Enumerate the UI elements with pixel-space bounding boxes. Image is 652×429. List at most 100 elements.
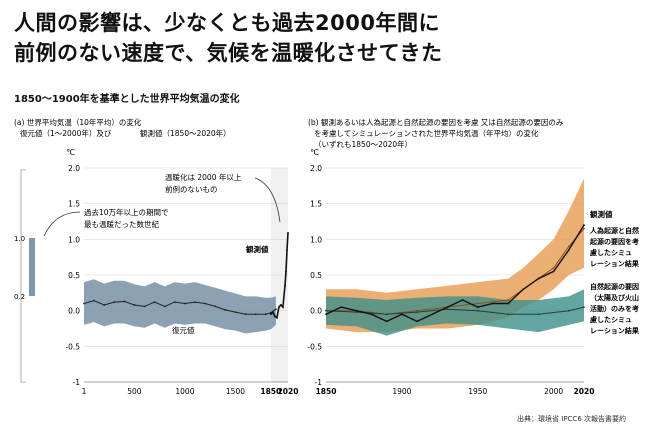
natural-only-sim-point: [446, 308, 449, 311]
reconstruction-point: [274, 308, 277, 311]
panel-b-label-2: を考慮してシミュレーションされた世界平均気温（年平均）の変化: [314, 128, 539, 138]
reconstruction-point: [184, 302, 186, 305]
legend-human-1: 人為起源と自然: [590, 226, 639, 235]
annotation-past-2: 最も温暖だった数世紀: [84, 219, 159, 229]
y-tick-label: 1.5: [310, 200, 322, 209]
natural-only-sim-point: [416, 311, 418, 313]
legend-nat-4: 慮したシミュ: [590, 315, 632, 324]
observed-b-point: [400, 313, 403, 316]
title-line-1: 人間の影響は、少なくとも過去2000年間に: [14, 11, 440, 35]
human-natural-sim-point: [507, 299, 510, 301]
side-range-bottom: 0.2: [14, 293, 25, 301]
x-tick-label: 1950: [468, 387, 487, 396]
y-tick-label: 2.0: [310, 164, 322, 173]
natural-only-sim-point: [325, 309, 327, 312]
observed-a-point: [286, 249, 288, 251]
y-tick-label: 1.0: [310, 235, 322, 244]
observed-b-point: [431, 313, 434, 316]
reconstruction-point: [123, 300, 126, 303]
reconstruction-band: [84, 279, 276, 334]
y-tick-label: -1: [315, 378, 323, 387]
y-tick-label: 1.0: [68, 235, 80, 244]
reconstruction-point: [113, 301, 116, 304]
legend-human-2: 起源の要因を考: [589, 237, 639, 246]
reconstruction-point: [214, 305, 217, 308]
legend-human-4: レーション結果: [590, 259, 639, 268]
panel-b-label-3: （いずれも1850〜2020年）: [314, 139, 412, 149]
human-natural-sim-point: [567, 245, 570, 248]
observed-a-point: [275, 316, 278, 319]
legend-nat-3: 活動）のみを考: [590, 304, 639, 313]
observed-a-point: [285, 270, 287, 273]
observed-b-point: [385, 320, 388, 323]
observed-b-point: [522, 288, 525, 291]
panel-a-plot: 2.01.51.00.50.0-0.5-11 500 1000 1500 1850202…: [65, 164, 298, 396]
y-tick-label: -0.5: [65, 342, 80, 351]
side-range-bar: [29, 238, 35, 296]
y-tick-label: 0.5: [68, 271, 80, 280]
observed-a-point: [273, 315, 276, 318]
observed-b-point: [537, 277, 540, 280]
x-tick-label: 2020: [574, 387, 595, 396]
natural-only-sim-point: [537, 313, 540, 316]
side-range-top: 1.0: [14, 235, 25, 243]
x-tick-label: 1: [82, 387, 87, 396]
legend-nat-1: 自然起源の要因: [590, 282, 639, 291]
annotation-warm-2: 前例のないもの: [165, 184, 218, 194]
legend-nat-2: （太陽及び火山: [590, 293, 639, 302]
y-tick-label: 0.5: [310, 271, 322, 280]
reconstruction-point: [163, 305, 166, 308]
x-tick-label: 2000: [544, 387, 563, 396]
natural-only-sim-point: [476, 309, 479, 312]
y-tick-label: 0.0: [68, 307, 80, 316]
natural-only-sim-band: [326, 289, 584, 336]
legend-nat-5: レーション結果: [590, 326, 639, 335]
human-natural-sim-point: [476, 302, 479, 305]
observed-b-point: [552, 270, 555, 273]
x-tick-label: 1900: [392, 387, 411, 396]
annotation-warm-1: 温暖化は 2000 年以上: [165, 172, 242, 182]
panel-a-label-recon: 復元値（1〜2000年）及び: [20, 128, 112, 138]
observed-a-point: [287, 232, 289, 234]
observed-b-point: [476, 306, 479, 308]
reconstruction-point: [244, 313, 247, 316]
y-tick-label: 1.5: [68, 200, 80, 209]
natural-only-sim-point: [507, 313, 510, 316]
observed-b-point: [325, 313, 327, 316]
reconstruction-point: [204, 302, 207, 305]
reconstruction-point: [133, 304, 136, 306]
reconstruction-point: [143, 305, 146, 308]
reconstruction-point: [254, 313, 257, 316]
x-tick-label: 1850: [316, 387, 337, 396]
observed-b-line: [325, 224, 585, 323]
panel-b-label: (b) 観測あるいは人為起源と自然起源の要因を考慮 又は自然起源の要因のみ: [308, 117, 564, 127]
y-tick-label: -0.5: [307, 342, 322, 351]
legend-obs-b: 観測値: [590, 209, 613, 219]
panel-a-unit: ℃: [66, 148, 75, 157]
natural-only-sim-line: [325, 306, 585, 315]
reconstruction-point: [194, 301, 196, 304]
annotation-past-arrow: [43, 211, 81, 237]
reconstruction-point: [103, 304, 106, 306]
figure-subtitle: 1850〜1900年を基準とした世界平均気温の変化: [14, 94, 240, 105]
x-tick-label: 1850: [260, 387, 281, 396]
reconstruction-point: [83, 302, 85, 305]
side-bracket: [20, 169, 26, 383]
panel-b-unit: ℃: [310, 148, 319, 157]
reconstruction-point: [93, 299, 95, 302]
page-title: 人間の影響は、少なくとも過去2000年間に 前例のない速度で、気候を温暖化させて…: [14, 8, 443, 68]
y-tick-label: 2.0: [68, 164, 80, 173]
observed-b-point: [507, 302, 510, 305]
natural-only-sim-point: [583, 306, 585, 308]
label-recon-a: 復元値: [172, 325, 195, 335]
panel-a-label: (a) 世界平均気温（10年平均）の変化: [14, 117, 142, 127]
observed-b-point: [567, 249, 570, 251]
y-tick-label: 0.0: [310, 307, 322, 316]
observed-b-point: [370, 313, 373, 316]
observed-b-point: [583, 224, 585, 226]
x-tick-label: 1500: [226, 387, 245, 396]
x-tick-label: 500: [127, 387, 142, 396]
annotation-warm-arrow: [254, 177, 281, 223]
